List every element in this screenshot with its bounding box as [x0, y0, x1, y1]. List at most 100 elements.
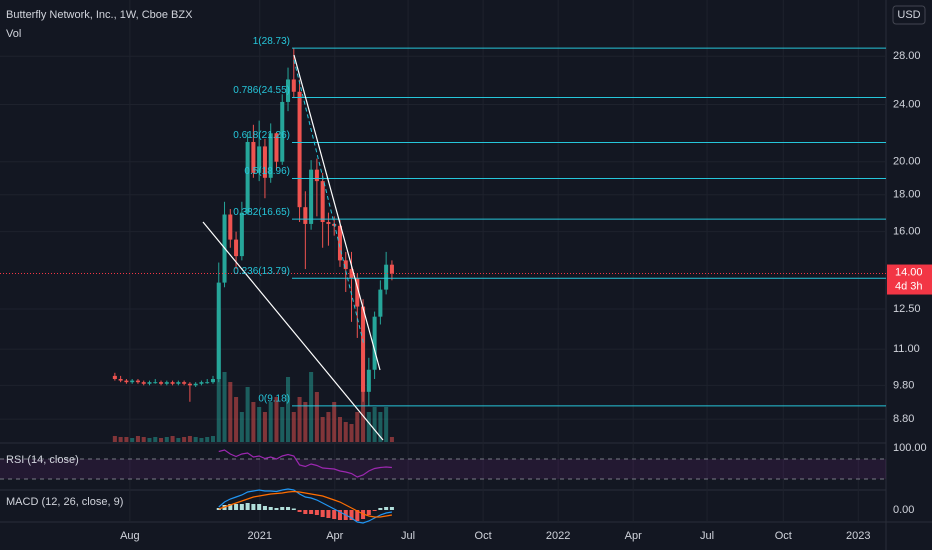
volume-bar [193, 437, 198, 442]
macd-histogram-bar [239, 504, 244, 510]
candle-body [355, 278, 360, 307]
volume-bar [182, 437, 187, 442]
candle-body [176, 382, 181, 384]
signal-line [218, 490, 393, 518]
macd-histogram-bar [280, 507, 285, 510]
x-tick-label: Aug [120, 530, 140, 542]
macd-histogram-bar [378, 508, 383, 510]
volume-bar [320, 417, 325, 442]
candle-body [280, 101, 285, 162]
current-price-box [887, 264, 932, 295]
macd-line [218, 488, 393, 524]
candle-body [193, 383, 198, 386]
volume-bar [159, 438, 164, 442]
candle-body [384, 264, 389, 290]
x-tick-label: Jul [401, 530, 415, 542]
macd-histogram-bar [314, 510, 319, 515]
candle-body [286, 79, 291, 102]
fib-label: 0.786(24.55) [233, 85, 290, 96]
candle-body [135, 380, 140, 383]
volume-bar [280, 407, 285, 442]
candle-body [309, 169, 314, 224]
macd-histogram-bar [309, 510, 314, 514]
candle-body [245, 141, 250, 213]
candle-body [147, 382, 152, 384]
marks [0, 47, 886, 524]
candle-body [159, 382, 164, 384]
volume-bar [314, 392, 319, 442]
fib-label: 0.618(21.26) [233, 130, 290, 141]
current-price-label: 14.00 [895, 266, 923, 278]
candle-body [112, 375, 117, 380]
fib-label: 0.236(13.79) [233, 266, 290, 277]
macd-histogram-bar [291, 508, 296, 510]
y-tick-label: 24.00 [893, 98, 921, 110]
macd-histogram-bar [303, 510, 308, 514]
volume-bar [326, 412, 331, 442]
volume-bar [147, 438, 152, 442]
candle-body [216, 282, 221, 380]
volume-bar [210, 436, 216, 442]
macd-histogram-bar [257, 504, 262, 510]
volume-bar [187, 436, 192, 442]
volume-bar [262, 412, 267, 442]
fib-label: 0.5(18.96) [244, 166, 290, 177]
volume-bar [372, 407, 377, 442]
macd-histogram-bar [366, 510, 371, 515]
volume-bar [170, 436, 175, 442]
candle-body [124, 380, 129, 383]
currency-box[interactable] [892, 5, 926, 25]
volume-bar [222, 372, 227, 442]
candle-body [257, 146, 262, 173]
volume-bar [205, 437, 210, 442]
fib-label: 1(28.73) [253, 36, 290, 47]
volume-bar [297, 397, 302, 442]
candle-body [389, 264, 394, 274]
candle-body [361, 306, 366, 392]
y-tick-label: 11.00 [893, 343, 920, 355]
macd-histogram-bar [234, 504, 239, 510]
candle-body [268, 133, 273, 178]
macd-histogram-bar [337, 510, 342, 520]
volume-label: Vol [6, 28, 21, 40]
candle-body [291, 79, 296, 92]
candle-body [187, 383, 192, 386]
volume-bar [245, 387, 250, 442]
volume-bar [164, 437, 169, 442]
candle-body [343, 260, 348, 270]
x-tick-label: 2022 [546, 530, 570, 542]
candle-body [205, 382, 210, 384]
grid [0, 0, 886, 522]
volume-bar [349, 424, 354, 442]
macd-histogram-bar [355, 510, 360, 521]
volume-bar [378, 412, 383, 442]
candle-body [210, 379, 216, 383]
x-tick-label: 2023 [846, 530, 870, 542]
macd-tick-label: 0.00 [893, 504, 914, 516]
y-tick-label: 9.80 [893, 379, 914, 391]
x-tick-label: Apr [625, 530, 642, 542]
macd-histogram-bar [326, 510, 331, 518]
volume-bar [257, 407, 262, 442]
macd-histogram-bar [268, 507, 273, 510]
candle-body [170, 382, 175, 384]
volume-bar [361, 387, 366, 442]
volume-bar [366, 412, 371, 442]
volume-bar [251, 402, 256, 442]
fib-label: 0(9.18) [258, 393, 290, 404]
macd-histogram-bar [251, 504, 256, 510]
volume-bar [337, 417, 342, 442]
x-tick-label: 2021 [247, 530, 271, 542]
volume-bar [135, 436, 140, 442]
y-tick-label: 28.00 [893, 50, 921, 62]
candle-body [297, 91, 302, 208]
candle-body [274, 133, 279, 162]
volume-bar [389, 437, 394, 442]
currency[interactable]: USD [897, 9, 920, 21]
volume-bar [286, 377, 291, 442]
macd-label: MACD (12, 26, close, 9) [6, 496, 123, 508]
y-tick-label: 20.00 [893, 156, 921, 168]
candle-body [372, 316, 377, 370]
volume-bar [130, 438, 135, 442]
